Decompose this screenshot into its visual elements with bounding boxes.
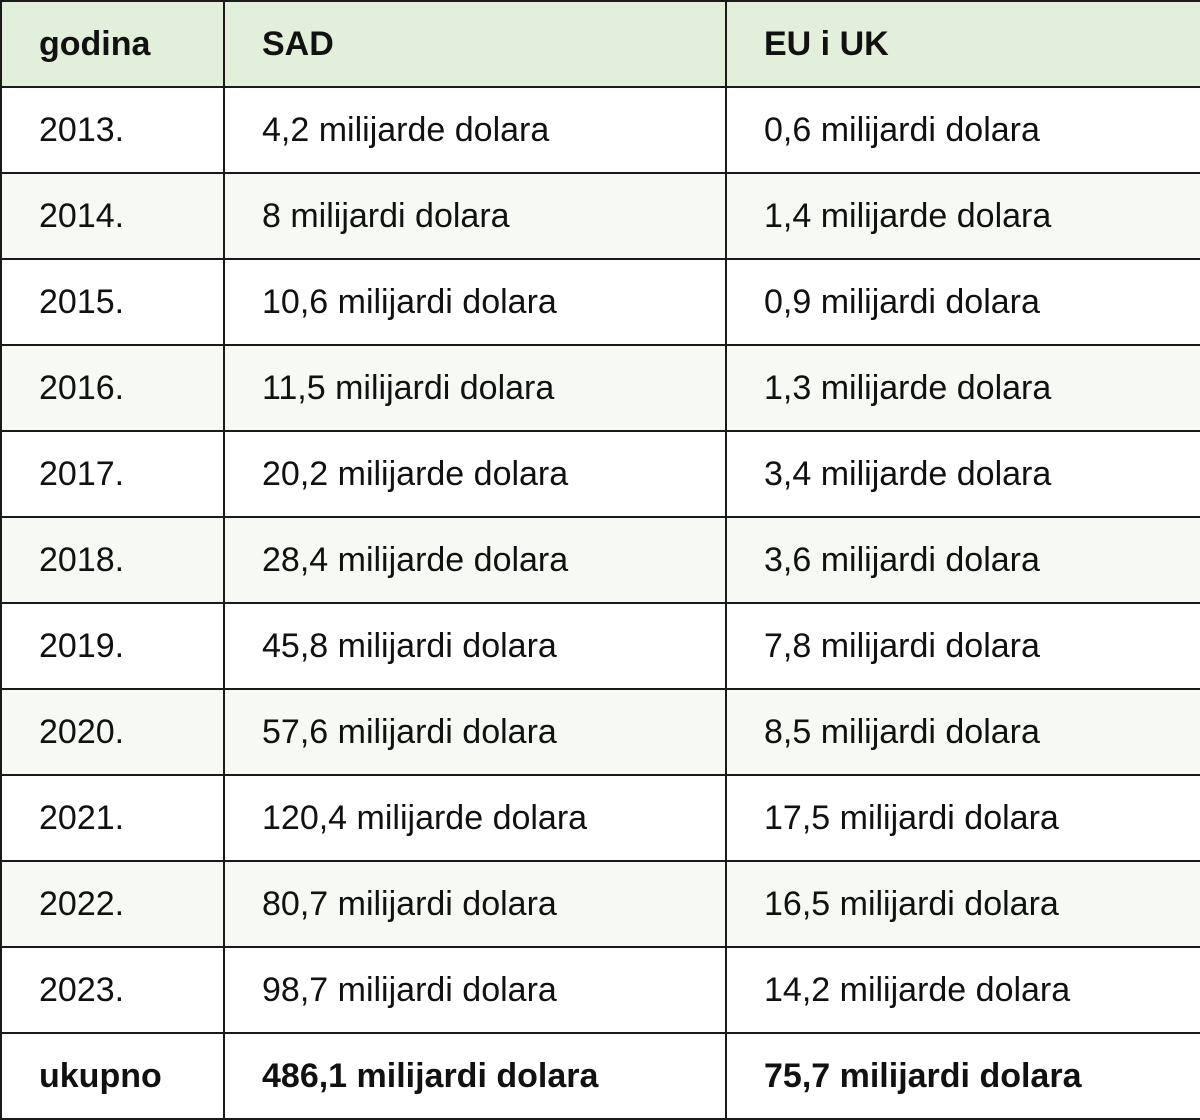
total-row: ukupno 486,1 milijardi dolara 75,7 milijar… [0, 1032, 1200, 1120]
header-year: godina [0, 0, 225, 88]
sad-cell: 98,7 milijardi dolara [223, 946, 727, 1034]
eu-uk-cell: 0,6 milijardi dolara [725, 86, 1200, 174]
year-cell: 2017. [0, 430, 225, 518]
table-row: 2013. 4,2 milijarde dolara 0,6 milijardi d… [0, 86, 1200, 174]
year-cell: 2013. [0, 86, 225, 174]
eu-uk-cell: 17,5 milijardi dolara [725, 774, 1200, 862]
eu-uk-cell: 14,2 milijarde dolara [725, 946, 1200, 1034]
year-cell: 2021. [0, 774, 225, 862]
sad-cell: 8 milijardi dolara [223, 172, 727, 260]
sad-cell: 45,8 milijardi dolara [223, 602, 727, 690]
table-row: 2022. 80,7 milijardi dolara 16,5 milijardi… [0, 860, 1200, 948]
eu-uk-cell: 16,5 milijardi dolara [725, 860, 1200, 948]
table-row: 2018. 28,4 milijarde dolara 3,6 milijardi … [0, 516, 1200, 604]
year-cell: 2015. [0, 258, 225, 346]
sad-cell: 28,4 milijarde dolara [223, 516, 727, 604]
table-row: 2014. 8 milijardi dolara 1,4 milijarde dol… [0, 172, 1200, 260]
sad-cell: 11,5 milijardi dolara [223, 344, 727, 432]
table-body: 2013. 4,2 milijarde dolara 0,6 milijardi d… [0, 86, 1200, 1120]
year-cell: 2016. [0, 344, 225, 432]
eu-uk-cell: 1,3 milijarde dolara [725, 344, 1200, 432]
year-cell: 2018. [0, 516, 225, 604]
year-cell: 2023. [0, 946, 225, 1034]
table-row: 2015. 10,6 milijardi dolara 0,9 milijardi … [0, 258, 1200, 346]
table-row: 2021. 120,4 milijarde dolara 17,5 milijard… [0, 774, 1200, 862]
year-cell: 2022. [0, 860, 225, 948]
eu-uk-cell: 3,6 milijardi dolara [725, 516, 1200, 604]
eu-uk-cell: 8,5 milijardi dolara [725, 688, 1200, 776]
sad-cell: 80,7 milijardi dolara [223, 860, 727, 948]
sad-cell: 10,6 milijardi dolara [223, 258, 727, 346]
header-sad: SAD [223, 0, 727, 88]
total-sad: 486,1 milijardi dolara [223, 1032, 727, 1120]
sad-cell: 57,6 milijardi dolara [223, 688, 727, 776]
year-cell: 2014. [0, 172, 225, 260]
eu-uk-cell: 0,9 milijardi dolara [725, 258, 1200, 346]
header-row: godina SAD EU i UK [0, 0, 1200, 88]
total-eu-uk: 75,7 milijardi dolara [725, 1032, 1200, 1120]
year-cell: 2019. [0, 602, 225, 690]
eu-uk-cell: 7,8 milijardi dolara [725, 602, 1200, 690]
table-row: 2020. 57,6 milijardi dolara 8,5 milijardi … [0, 688, 1200, 776]
year-cell: 2020. [0, 688, 225, 776]
header-eu-uk: EU i UK [725, 0, 1200, 88]
sad-cell: 4,2 milijarde dolara [223, 86, 727, 174]
table-row: 2017. 20,2 milijarde dolara 3,4 milijarde … [0, 430, 1200, 518]
table-row: 2023. 98,7 milijardi dolara 14,2 milijarde… [0, 946, 1200, 1034]
table-row: 2019. 45,8 milijardi dolara 7,8 milijardi … [0, 602, 1200, 690]
table-row: 2016. 11,5 milijardi dolara 1,3 milijarde … [0, 344, 1200, 432]
eu-uk-cell: 1,4 milijarde dolara [725, 172, 1200, 260]
sad-cell: 20,2 milijarde dolara [223, 430, 727, 518]
total-label: ukupno [0, 1032, 225, 1120]
eu-uk-cell: 3,4 milijarde dolara [725, 430, 1200, 518]
sad-cell: 120,4 milijarde dolara [223, 774, 727, 862]
